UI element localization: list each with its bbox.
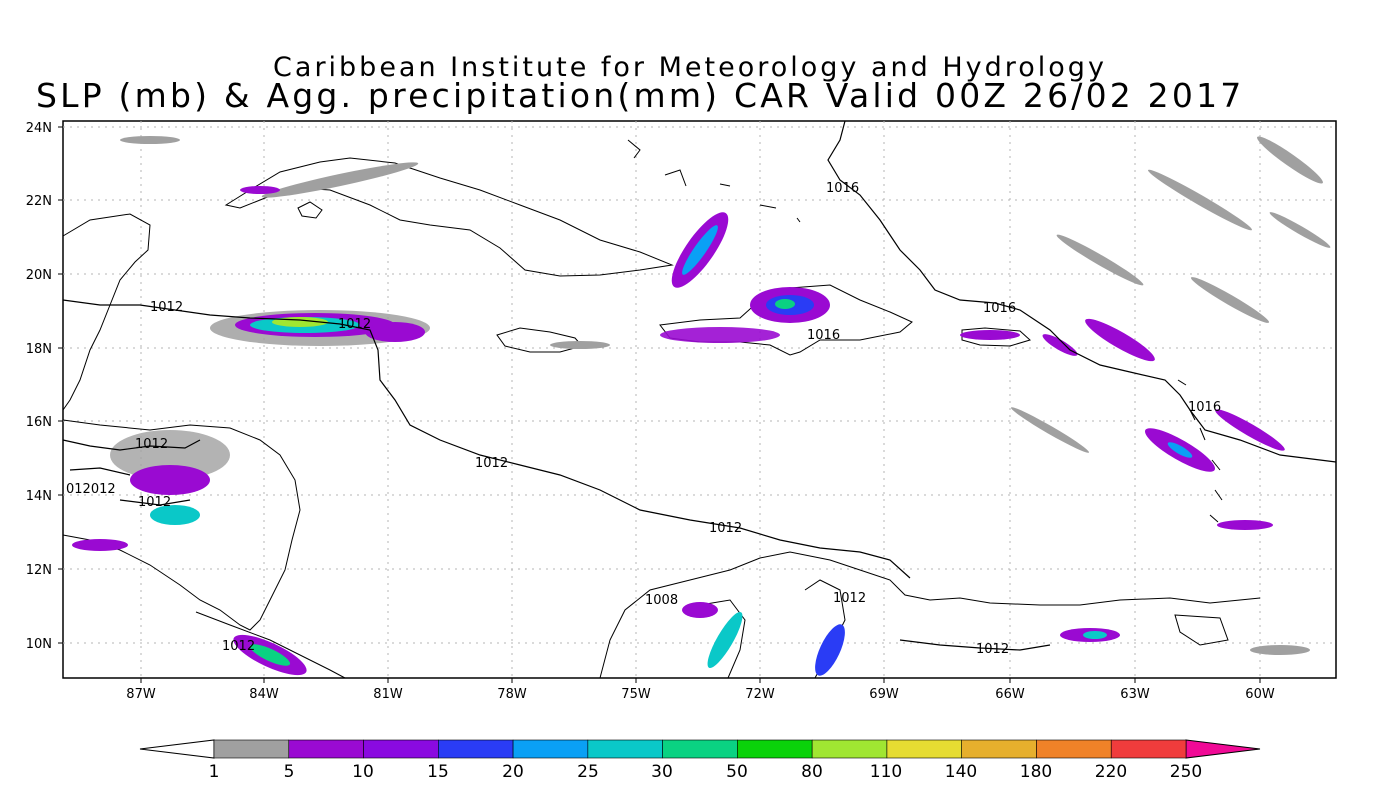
isobar-label: 1016 (807, 328, 840, 343)
colorbar-upper-triangle (1185, 739, 1261, 759)
colorbar-label: 20 (502, 762, 524, 782)
lon-tick-label: 69W (869, 687, 899, 702)
colorbar-segment (288, 739, 364, 759)
colorbar-segments (213, 739, 1187, 759)
colorbar-label: 15 (427, 762, 449, 782)
latitude-labels: 24N 22N 20N 18N 16N 14N 12N 10N (26, 121, 52, 652)
trinidad-coast (1174, 614, 1229, 646)
colorbar-label: 140 (945, 762, 977, 782)
colorbar-segment (961, 739, 1037, 759)
isobar-label: 1016 (1188, 400, 1221, 415)
colorbar-segment (363, 739, 439, 759)
isobars (62, 120, 1337, 651)
colorbar-label: 180 (1020, 762, 1052, 782)
colorbar-label: 25 (577, 762, 599, 782)
colorbar-lower-triangle (139, 739, 215, 759)
lon-tick-label: 78W (497, 687, 527, 702)
isobar-1012-south (899, 639, 1051, 651)
lon-tick-label: 75W (621, 687, 651, 702)
yucatan-coast (62, 213, 151, 411)
lat-tick-label: 22N (26, 194, 52, 209)
isobar-label: 1016 (826, 181, 859, 196)
lat-tick-label: 12N (26, 563, 52, 578)
lon-tick-label: 63W (1120, 687, 1150, 702)
colorbar-segment (662, 739, 738, 759)
lon-tick-label: 87W (126, 687, 156, 702)
colorbar-segment (438, 739, 514, 759)
isobar-1012-main (62, 299, 911, 579)
isobar-label: 012012 (66, 482, 116, 497)
longitude-labels: 87W 84W 81W 78W 75W 72W 69W 66W 63W 60W (126, 687, 1275, 702)
colorbar-label: 5 (284, 762, 295, 782)
isobar-label: 1012 (138, 495, 171, 510)
bahamas-coast (627, 139, 801, 223)
isle-of-youth-coast (297, 201, 323, 219)
isobar-label: 1012 (976, 642, 1009, 657)
lesser-antilles-coast (1177, 379, 1223, 523)
isobar-label: 1012 (338, 317, 371, 332)
isobar-label: 1012 (709, 521, 742, 536)
lon-tick-label: 72W (745, 687, 775, 702)
lat-tick-label: 16N (26, 415, 52, 430)
colorbar-segment (512, 739, 589, 759)
colorbar-label: 1 (209, 762, 220, 782)
colorbar-segment (1036, 739, 1112, 759)
chart-title-line1: Caribbean Institute for Meteorology and … (273, 52, 1107, 83)
isobar-label: 1012 (222, 639, 255, 654)
isobar-label: 1012 (475, 456, 508, 471)
lon-tick-label: 81W (373, 687, 403, 702)
colorbar-segment (587, 739, 663, 759)
map-frame (62, 120, 1337, 679)
isobar-label: 1012 (833, 591, 866, 606)
lat-tick-label: 18N (26, 342, 52, 357)
colorbar-label: 10 (352, 762, 374, 782)
colorbar-segment (1110, 739, 1187, 759)
chart-title-line2: SLP (mb) & Agg. precipitation(mm) CAR Va… (36, 76, 1245, 115)
colorbar-segment (811, 739, 888, 759)
isobar-label: 1012 (150, 300, 183, 315)
lat-tick-label: 20N (26, 268, 52, 283)
lat-tick-label: 24N (26, 121, 52, 136)
isobar-labels: 1016 1016 1016 1016 1012 1012 1012 1012 … (66, 181, 1221, 657)
colorbar-label: 250 (1170, 762, 1202, 782)
panama-coast (195, 611, 346, 679)
colorbar-label: 220 (1095, 762, 1127, 782)
isobar-1012-central-america (62, 439, 201, 506)
isobar-label: 1008 (645, 593, 678, 608)
colorbar-segment (737, 739, 813, 759)
central-america-coast (62, 419, 301, 631)
lat-tick-label: 14N (26, 489, 52, 504)
lon-tick-label: 60W (1245, 687, 1275, 702)
colorbar-label: 50 (726, 762, 748, 782)
precipitation-field (72, 136, 1331, 676)
colorbar-segment (213, 739, 290, 759)
isobar-label: 1012 (135, 437, 168, 452)
isobar-label: 1016 (983, 301, 1016, 316)
lon-tick-label: 66W (995, 687, 1025, 702)
lat-tick-label: 10N (26, 637, 52, 652)
isobar-1016 (827, 120, 1337, 463)
puerto-rico-coast (961, 327, 1031, 347)
longitude-axis (140, 678, 1261, 683)
colombia-coast (599, 551, 1261, 679)
cuba-coast (224, 157, 674, 277)
colorbar-label: 80 (801, 762, 823, 782)
latitude-axis (58, 126, 63, 644)
colorbar-label: 110 (870, 762, 902, 782)
colorbar-labels: 1 5 10 15 20 25 30 50 80 110 140 180 220… (209, 762, 1203, 782)
colorbar-label: 30 (651, 762, 673, 782)
colorbar: 1 5 10 15 20 25 30 50 80 110 140 180 220… (139, 739, 1261, 782)
lon-tick-label: 84W (249, 687, 279, 702)
colorbar-segment (886, 739, 962, 759)
